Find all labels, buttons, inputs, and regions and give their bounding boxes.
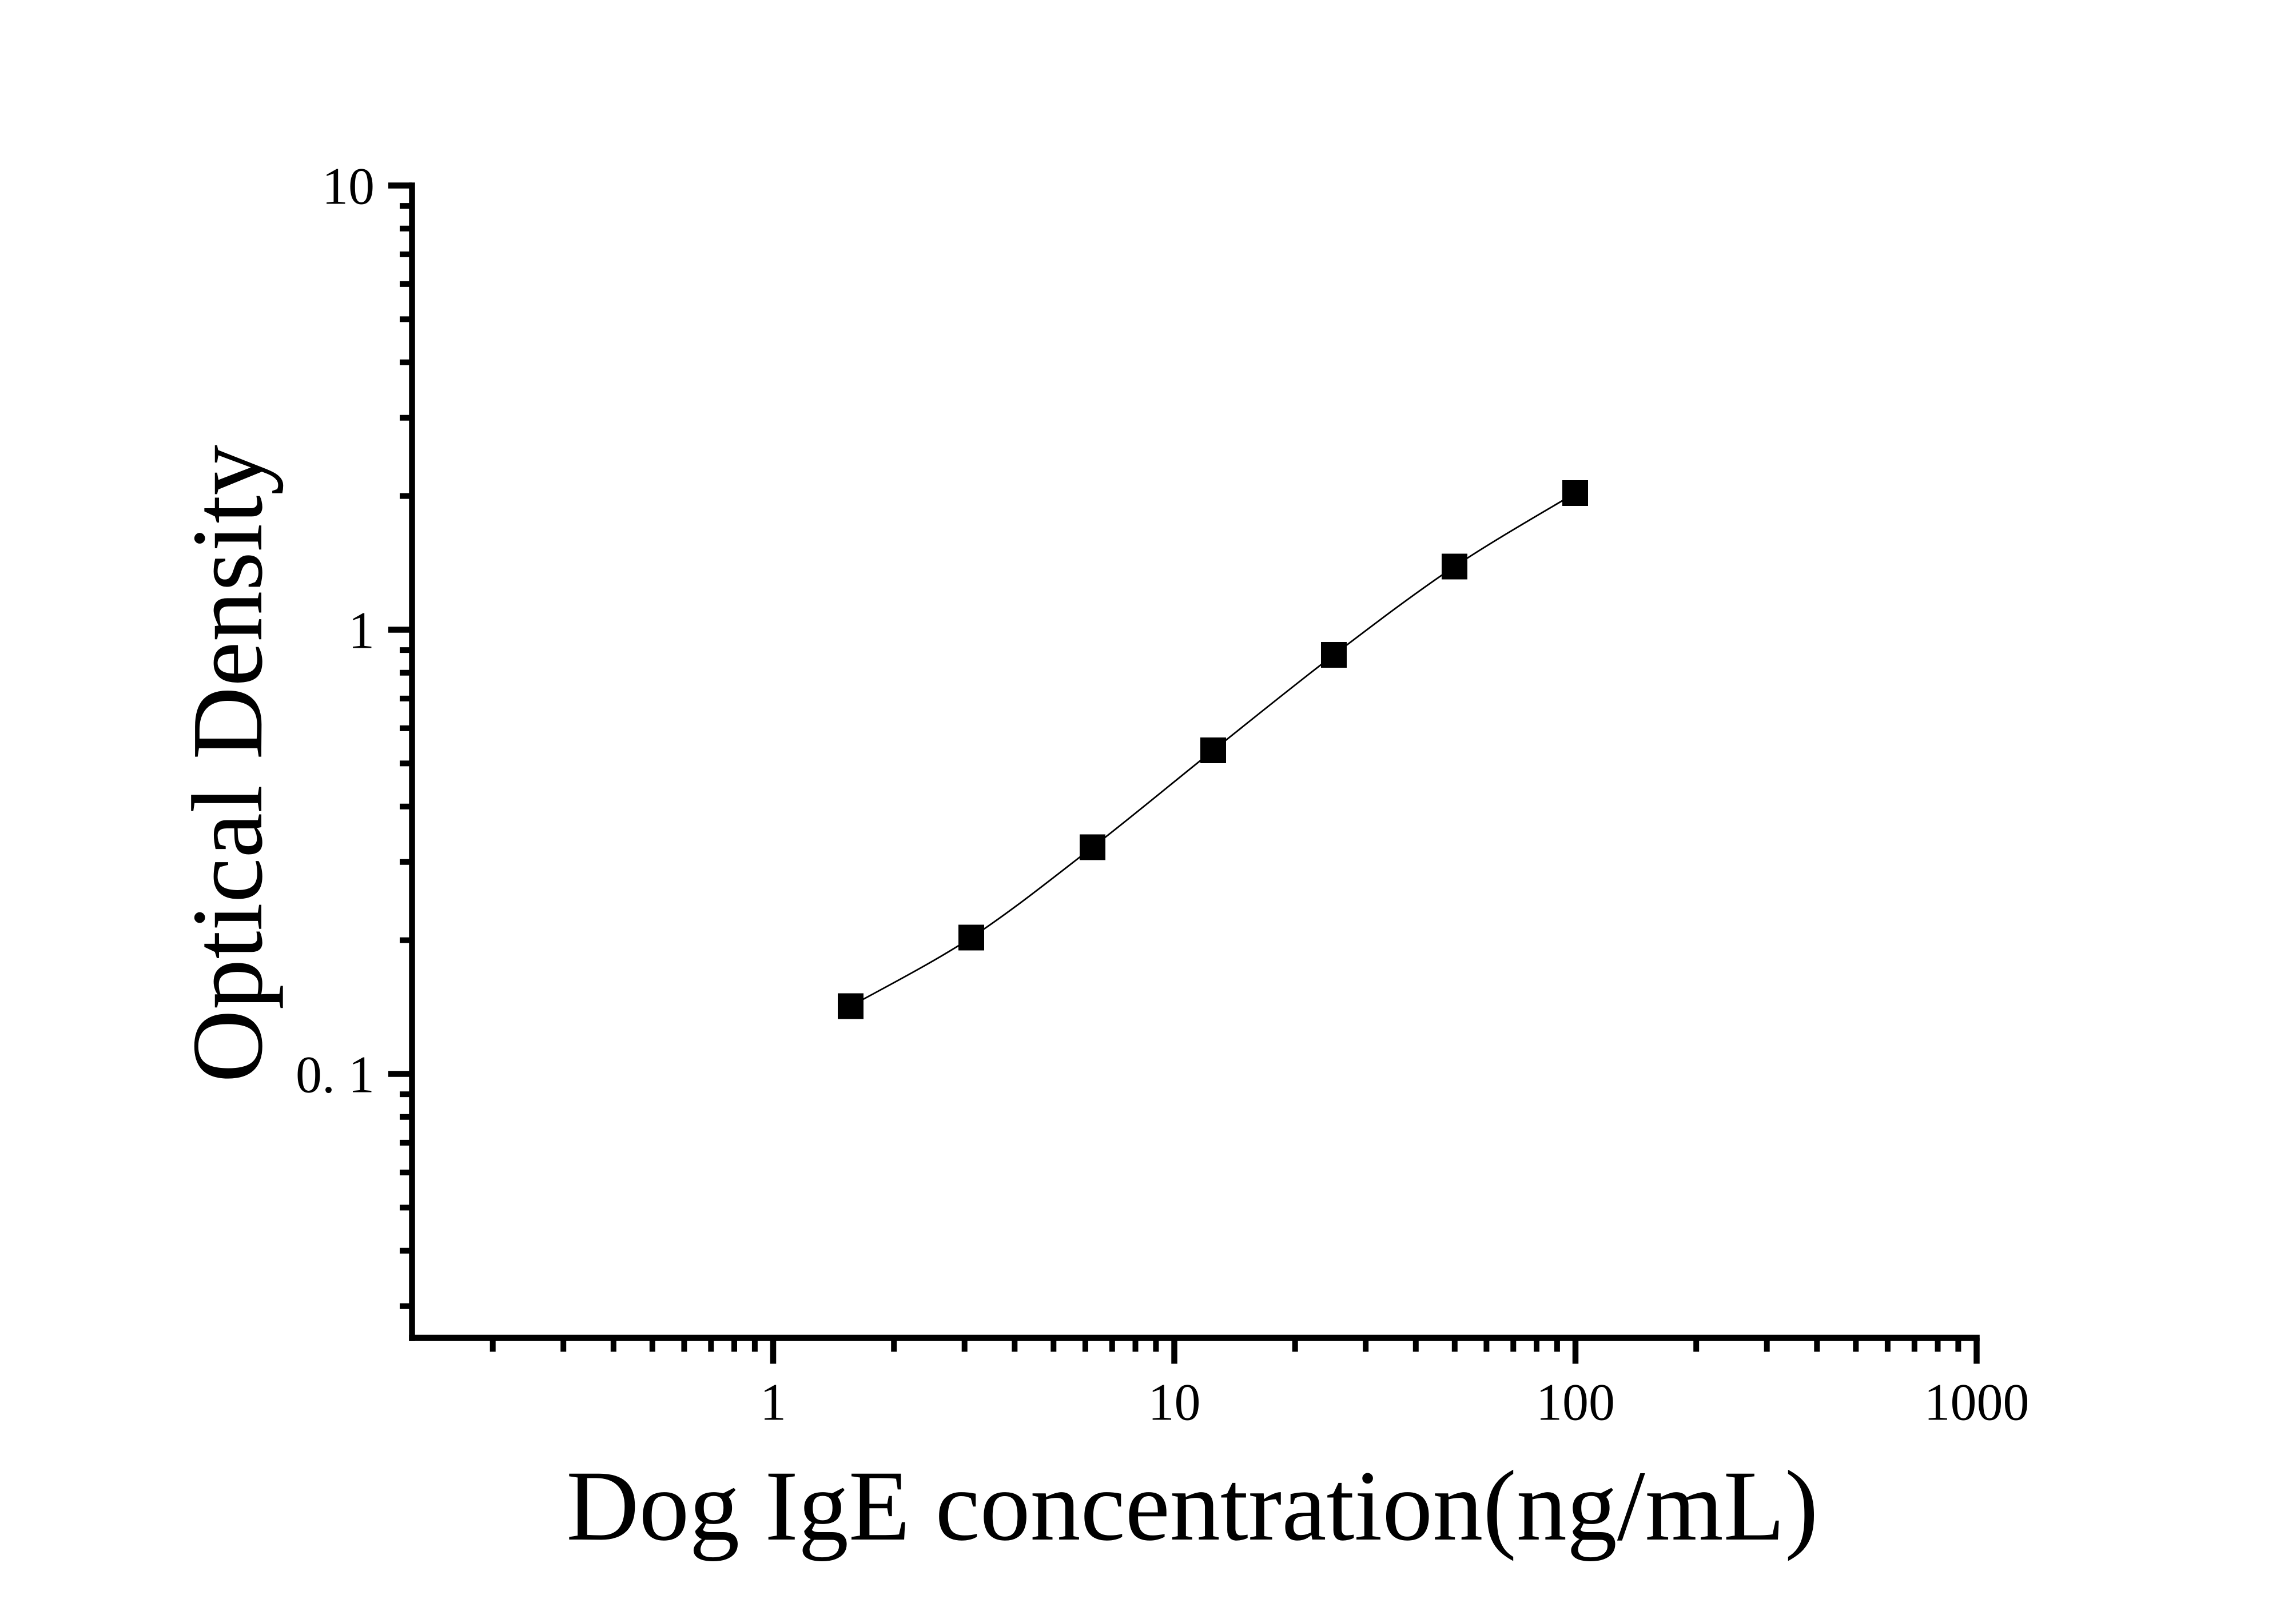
svg-text:Optical Density: Optical Density [172,445,284,1083]
svg-text:10: 10 [322,157,375,216]
svg-text:1: 1 [760,1373,786,1431]
svg-text:Dog IgE concentration(ng/mL): Dog IgE concentration(ng/mL) [566,1450,1819,1562]
svg-text:1000: 1000 [1924,1373,2030,1431]
svg-text:0. 1: 0. 1 [296,1046,375,1104]
svg-text:1: 1 [348,601,375,660]
svg-text:10: 10 [1148,1373,1201,1431]
svg-text:100: 100 [1536,1373,1615,1431]
